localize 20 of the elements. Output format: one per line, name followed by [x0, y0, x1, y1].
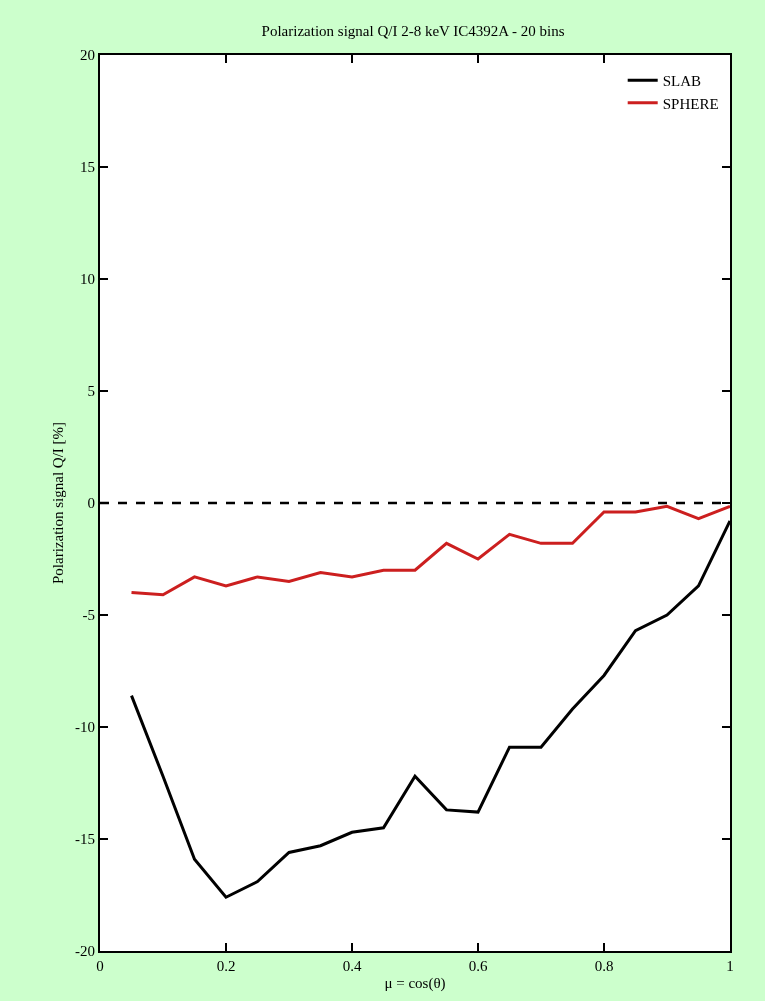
y-tick-label: 5	[87, 383, 95, 400]
line-series	[130, 504, 730, 597]
legend-label: SPHERE	[662, 95, 719, 112]
y-tick-label: -20	[75, 943, 95, 960]
chart-title: Polarization signal Q/I 2-8 keV IC4392A - 20 bins	[261, 22, 565, 39]
legend-label: SLAB	[662, 73, 702, 90]
x-tick-label: 0.4	[342, 958, 362, 974]
y-tick-label: -15	[75, 831, 95, 848]
y-tick-label: 10	[80, 271, 95, 288]
y-tick-label: 15	[80, 159, 95, 176]
y-tick-label: 20	[80, 47, 95, 64]
x-tick-label: 0.6	[468, 958, 488, 974]
y-axis-title: Polarization signal Q/I [%]	[49, 421, 66, 585]
y-tick-label: -10	[75, 719, 95, 736]
x-axis-title: μ = cos(θ)	[384, 974, 446, 992]
x-tick-label: 0.2	[216, 958, 236, 974]
y-tick-label: 0	[87, 495, 95, 512]
x-tick-label: 1	[726, 958, 734, 974]
y-tick-label: -5	[82, 607, 95, 624]
x-tick-label: 0.8	[594, 958, 614, 974]
